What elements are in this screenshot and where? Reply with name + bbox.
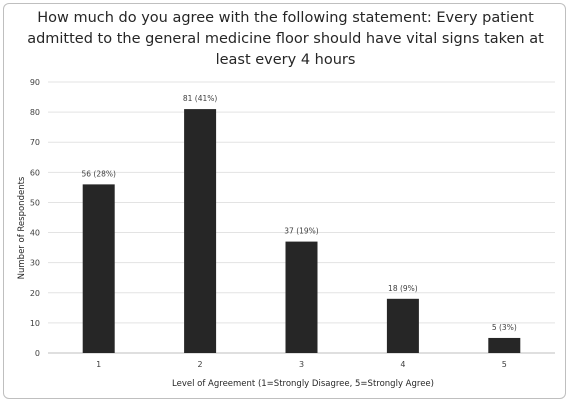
x-tick-label: 4 — [400, 360, 405, 369]
x-axis-label: Level of Agreement (1=Strongly Disagree,… — [172, 379, 434, 389]
y-tick-labels: 0 10 20 30 40 50 60 70 80 90 — [30, 78, 40, 358]
bars — [82, 109, 521, 353]
y-tick-label: 30 — [30, 259, 40, 268]
data-label: 56 (28%) — [81, 169, 116, 178]
bar — [386, 298, 419, 353]
x-tick-label: 1 — [96, 360, 101, 369]
bar — [488, 337, 521, 353]
y-tick-label: 10 — [30, 319, 40, 328]
x-tick-label: 2 — [198, 360, 203, 369]
bar — [285, 241, 318, 353]
y-axis-label: Number of Respondents — [17, 176, 27, 279]
y-tick-label: 90 — [30, 78, 40, 87]
data-label: 81 (41%) — [183, 94, 218, 103]
y-tick-label: 20 — [30, 289, 40, 298]
x-tick-label: 3 — [299, 360, 304, 369]
data-label: 18 (9%) — [388, 284, 418, 293]
bar — [184, 109, 217, 353]
x-tick-label: 5 — [502, 360, 507, 369]
y-tick-label: 80 — [30, 108, 40, 117]
y-tick-label: 40 — [30, 229, 40, 238]
data-labels: 56 (28%) 81 (41%) 37 (19%) 18 (9%) 5 (3%) — [81, 94, 516, 332]
chart-title: How much do you agree with the following… — [27, 10, 544, 68]
x-tick-labels: 1 2 3 4 5 — [96, 360, 507, 369]
y-tick-label: 0 — [35, 349, 40, 358]
y-tick-label: 50 — [30, 198, 40, 207]
bar — [82, 184, 115, 353]
y-tick-label: 70 — [30, 138, 40, 147]
y-tick-label: 60 — [30, 168, 40, 177]
data-label: 37 (19%) — [284, 227, 319, 236]
data-label: 5 (3%) — [492, 323, 517, 332]
